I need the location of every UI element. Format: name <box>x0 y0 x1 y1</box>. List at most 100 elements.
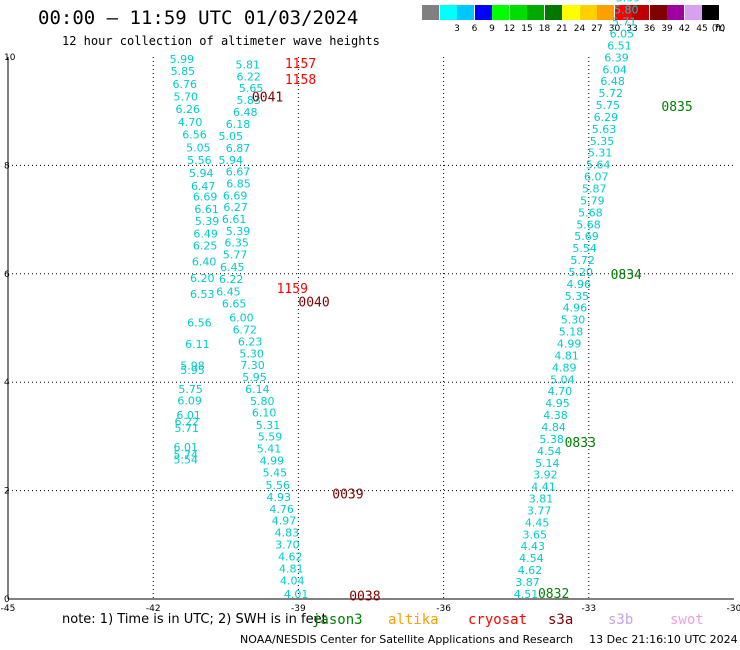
pass-time-label: 0039 <box>332 488 363 503</box>
legend-label: 30 <box>608 24 621 34</box>
wave-height-value: 4.89 <box>552 361 577 374</box>
satellite-s3b: s3b <box>608 612 634 628</box>
wave-height-value: 5.81 <box>235 58 259 71</box>
y-tick-label: 4 <box>4 378 10 388</box>
wave-height-value: 6.40 <box>192 256 217 269</box>
wave-height-value: 4.01 <box>284 588 309 601</box>
legend-unit: (ft) <box>711 24 726 34</box>
wave-height-value: 5.87 <box>582 183 607 196</box>
wave-height-value: 4.95 <box>545 397 570 410</box>
satellite-legend: jason3 altika cryosat s3a s3b swot <box>0 612 740 628</box>
pass-time-label: 1158 <box>285 73 316 88</box>
wave-height-value: 6.26 <box>175 103 200 116</box>
wave-height-value: 5.30 <box>561 314 586 327</box>
wave-height-value: 5.68 <box>576 218 601 231</box>
wave-height-value: 6.51 <box>607 39 632 52</box>
wave-height-value: 6.00 <box>229 311 254 324</box>
wave-height-value: 5.75 <box>178 383 203 396</box>
pass-time-label: 0040 <box>298 295 329 310</box>
pass-time-label: 0833 <box>565 436 596 451</box>
wave-height-value: 6.67 <box>226 166 251 179</box>
satellite-swot: swot <box>670 612 704 628</box>
wave-height-value: 5.41 <box>257 443 282 456</box>
y-tick-label: 10 <box>4 53 16 63</box>
wave-height-value: 6.04 <box>602 63 627 76</box>
legend-label: 33 <box>626 24 638 34</box>
legend-label: 39 <box>661 24 673 34</box>
wave-height-value: 5.63 <box>592 123 617 136</box>
wave-height-value: 5.85 <box>171 65 196 78</box>
legend-label: 24 <box>573 24 586 34</box>
legend-swatch <box>422 5 439 20</box>
wave-height-value: 6.22 <box>174 416 199 429</box>
wave-height-value: 5.45 <box>263 467 288 480</box>
wave-height-value: 4.54 <box>537 445 562 458</box>
wave-height-value: 5.31 <box>588 147 613 160</box>
satellite-altika: altika <box>388 612 439 628</box>
wave-height-value: 6.65 <box>222 297 247 310</box>
wave-height-value: 6.18 <box>226 118 251 131</box>
wave-height-value: 6.48 <box>233 106 258 119</box>
wave-height-value: 5.31 <box>256 419 280 432</box>
wave-height-value: 6.22 <box>236 70 261 83</box>
wave-height-value: 5.65 <box>239 82 263 95</box>
wave-height-value: 5.35 <box>565 290 590 303</box>
wave-height-value: 4.54 <box>519 552 544 565</box>
wave-height-value: 5.99 <box>616 0 641 5</box>
legend-swatch <box>614 5 632 20</box>
legend-swatch <box>667 5 684 20</box>
wave-height-value: 5.54 <box>572 242 597 255</box>
wave-height-value: 6.22 <box>219 273 244 286</box>
x-tick-label: -39 <box>291 604 306 614</box>
wave-height-value: 5.69 <box>574 230 599 243</box>
legend-swatch <box>562 5 579 20</box>
wave-height-value: 5.80 <box>614 4 639 17</box>
wave-height-value: 5.68 <box>578 206 603 219</box>
wave-height-value: 3.70 <box>275 539 300 552</box>
wave-height-value: 6.01 <box>176 409 201 422</box>
legend-swatch <box>527 5 544 20</box>
wave-height-value: 5.74 <box>174 449 199 462</box>
note-text: note: 1) Time is in UTC; 2) SWH is in fe… <box>62 612 327 627</box>
map-title: 00:00 — 11:59 UTC 01/03/2024 <box>38 7 359 29</box>
wave-height-value: 7.30 <box>240 359 265 372</box>
legend-swatch <box>649 5 667 20</box>
legend-swatch <box>702 5 719 20</box>
wave-height-value: 5.59 <box>258 431 283 444</box>
footer: NOAA/NESDIS Center for Satellite Applica… <box>240 633 738 646</box>
wave-height-value: 5.20 <box>568 266 593 279</box>
wave-height-value: 6.10 <box>252 406 277 419</box>
wave-height-value: 4.45 <box>525 516 550 529</box>
wave-height-value: 4.99 <box>557 338 582 351</box>
legend-label: 6 <box>471 24 478 34</box>
satellite-s3a: s3a <box>548 612 574 628</box>
legend-swatch <box>492 5 509 20</box>
wave-height-value: 5.72 <box>598 87 623 100</box>
wave-height-value: 6.11 <box>185 338 210 351</box>
wave-height-value: 6.20 <box>190 272 215 285</box>
satellite-jason3: jason3 <box>312 612 363 628</box>
wave-height-value: 4.96 <box>563 302 588 315</box>
wave-height-value: 6.39 <box>604 51 629 64</box>
x-tick-label: -36 <box>436 604 451 614</box>
pass-time-label: 0835 <box>661 100 692 115</box>
legend-swatch <box>579 5 597 20</box>
map-subtitle: 12 hour collection of altimeter wave hei… <box>62 34 380 48</box>
wave-height-value: 4.81 <box>279 562 304 575</box>
wave-height-value: 4.70 <box>178 116 203 129</box>
legend-label: 42 <box>678 24 691 34</box>
wave-height-value: 5.77 <box>223 249 248 262</box>
wave-height-value: 4.62 <box>518 564 543 577</box>
wave-height-value: 4.97 <box>272 515 297 528</box>
legend-swatch <box>439 5 457 20</box>
wave-height-value: 4.62 <box>278 551 303 564</box>
wave-height-value: 4.43 <box>521 540 546 553</box>
legend-swatch <box>684 5 702 20</box>
legend-label: 9 <box>489 24 495 34</box>
wave-height-value: 5.75 <box>596 99 621 112</box>
y-tick-label: 8 <box>4 161 10 171</box>
wave-height-value: 6.61 <box>194 203 219 216</box>
footer-timestamp: 13 Dec 21:16:10 UTC 2024 <box>589 633 738 646</box>
x-tick-label: -33 <box>581 604 596 614</box>
